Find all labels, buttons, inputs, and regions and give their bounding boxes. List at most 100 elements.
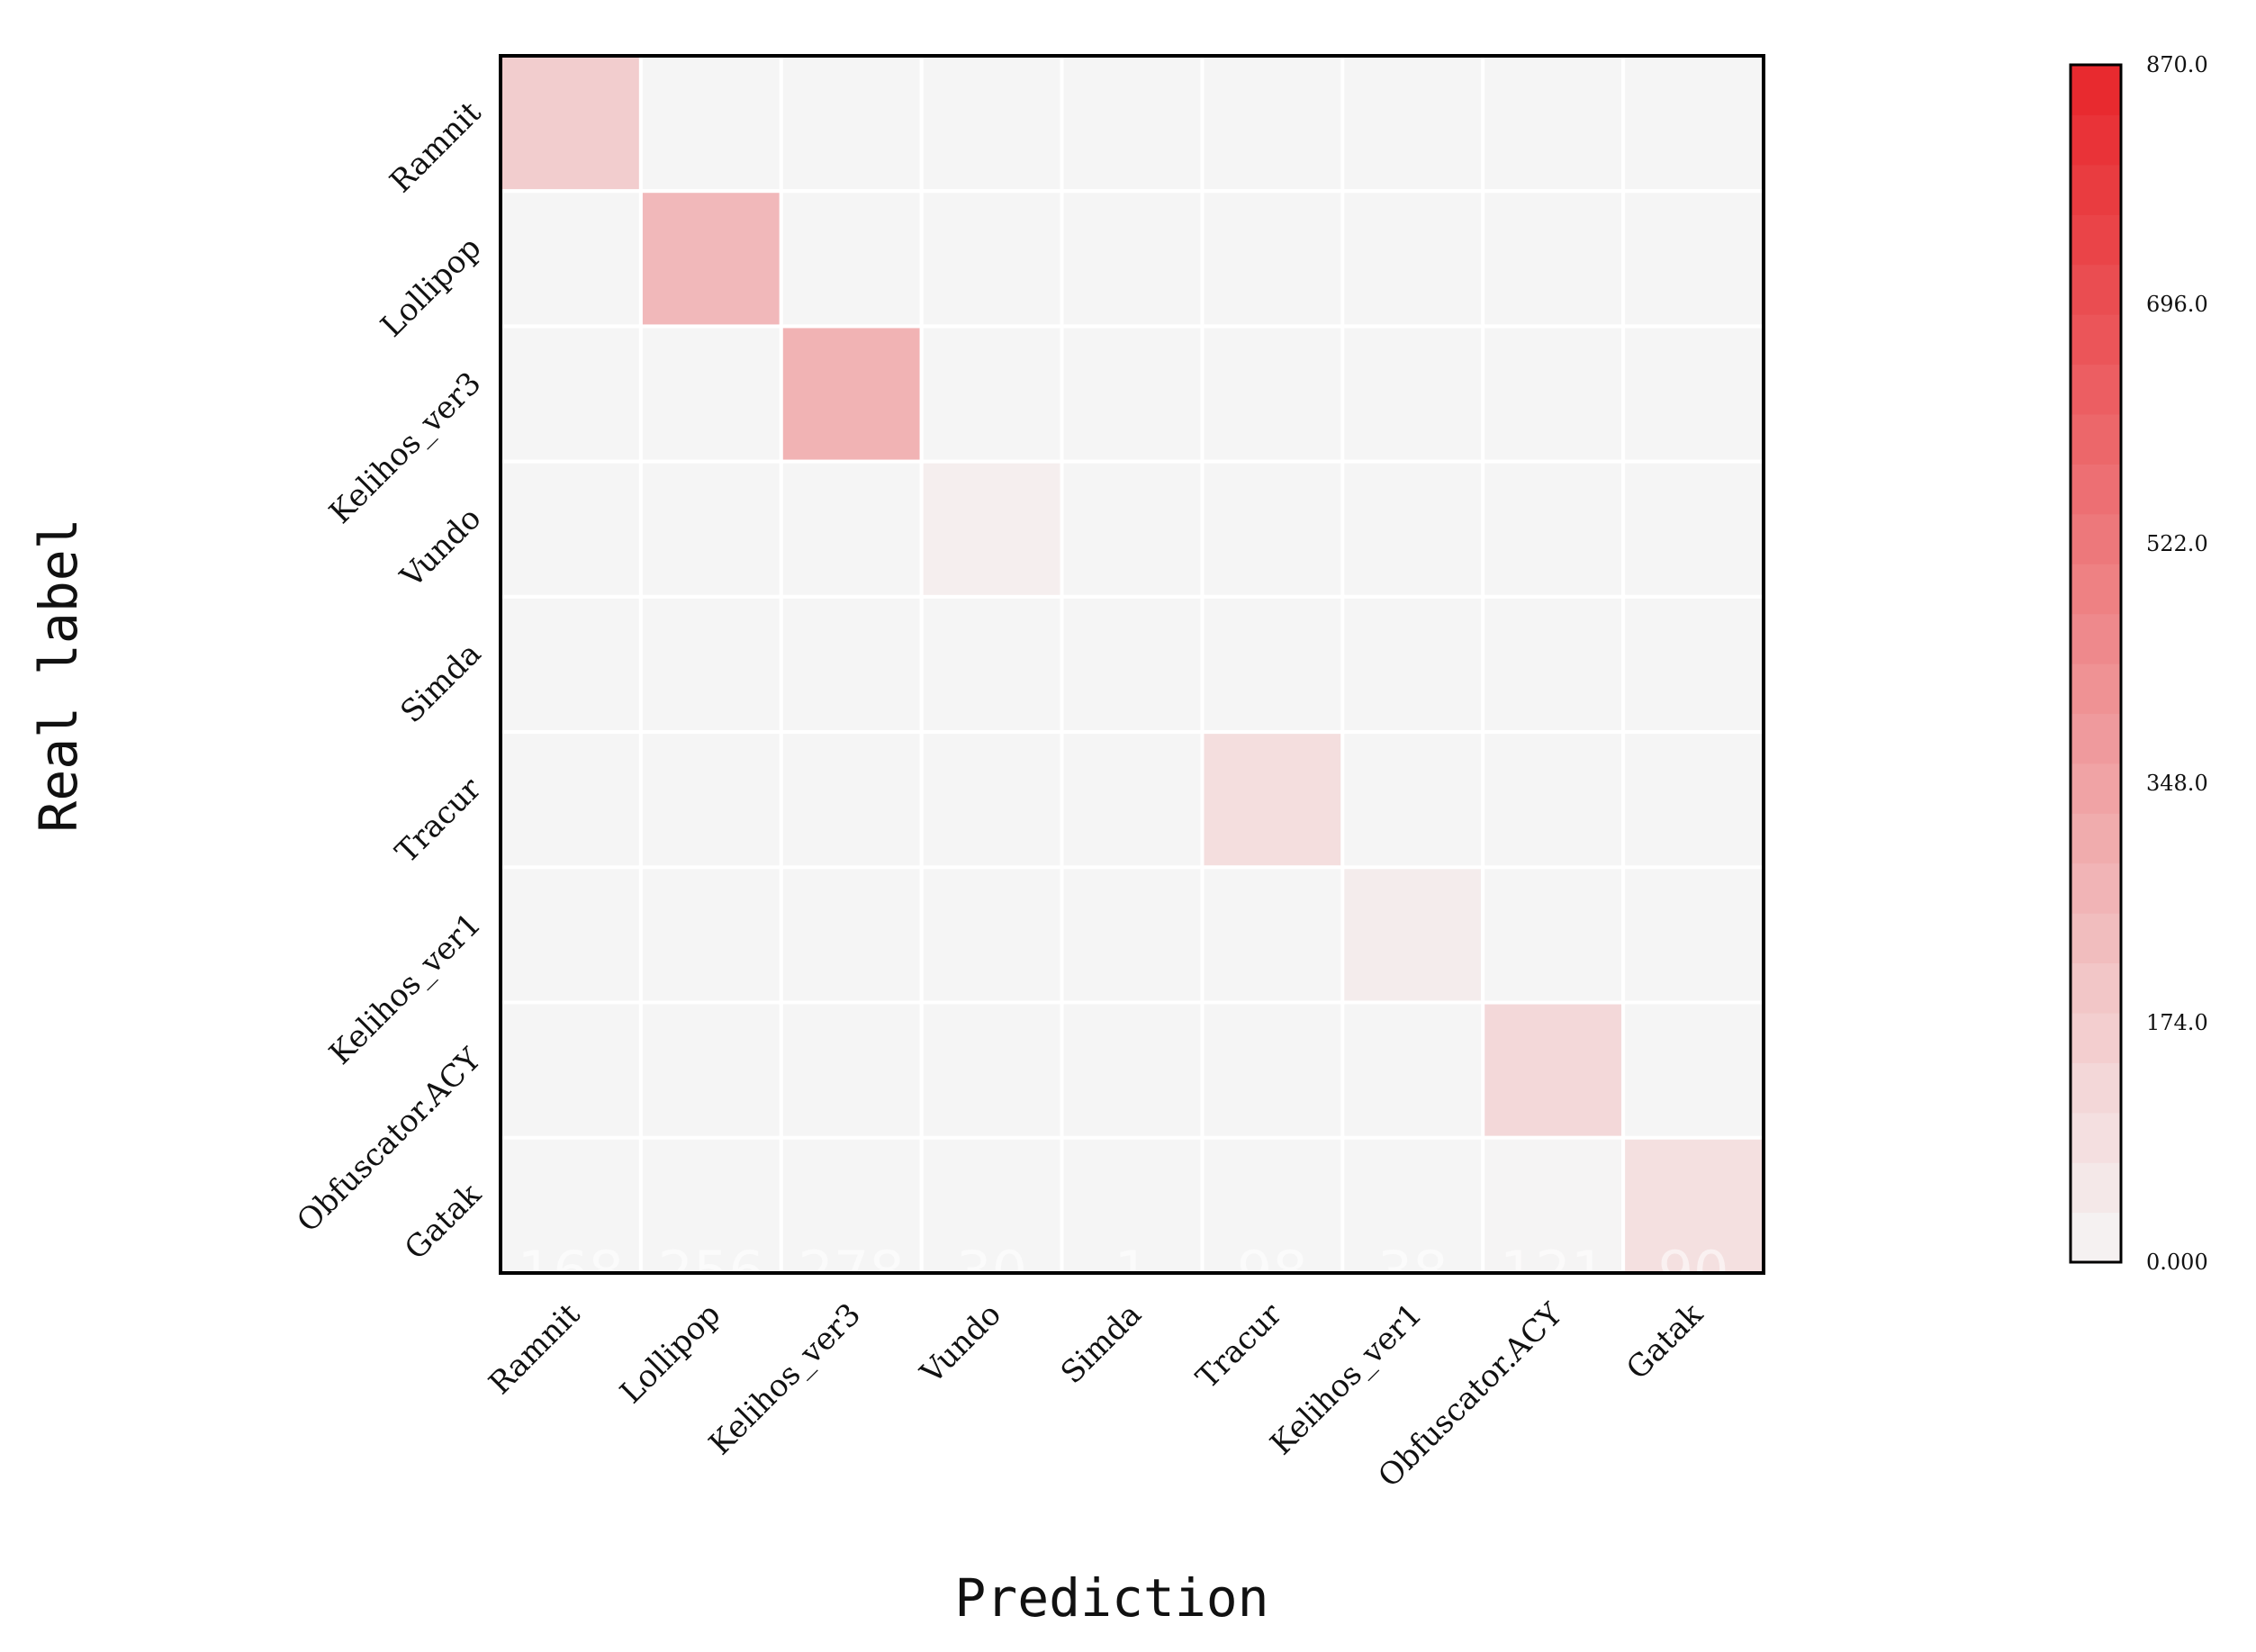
heatmap-cell	[499, 1000, 643, 1140]
heatmap-cell	[1200, 1135, 1345, 1276]
heatmap-cell	[638, 459, 783, 599]
colorbar-tick-label: 522.0	[2146, 531, 2208, 556]
heatmap-cell	[1200, 324, 1345, 464]
colorbar-tick-label: 174.0	[2146, 1010, 2208, 1035]
heatmap-cell	[638, 324, 783, 464]
plot-frame	[499, 54, 1765, 1275]
heatmap-cell	[1200, 730, 1345, 870]
heatmap-cell	[1481, 324, 1626, 464]
heatmap-cell	[1621, 1000, 1765, 1140]
x-tick-label: Lollipop	[613, 1296, 727, 1411]
heatmap-cell	[638, 1135, 783, 1276]
colorbar-segment	[2071, 613, 2121, 664]
heatmap-cell	[638, 54, 783, 194]
heatmap-cell	[919, 865, 1064, 1005]
heatmap-cell	[1481, 594, 1626, 735]
colorbar-segment	[2071, 862, 2121, 914]
heatmap-cell	[1481, 865, 1626, 1005]
heatmap-cell	[499, 730, 643, 870]
colorbar-segment	[2071, 164, 2121, 215]
colorbar-segment	[2071, 763, 2121, 814]
heatmap-cell	[1200, 865, 1345, 1005]
heatmap-cell	[1340, 54, 1485, 194]
colorbar-tick-label: 870.0	[2146, 52, 2208, 77]
heatmap-cell	[1060, 324, 1205, 464]
heatmap-cell	[1621, 730, 1765, 870]
heatmap-cells	[499, 54, 1765, 1276]
y-tick-label: Ramnit	[383, 95, 488, 200]
colorbar-frame	[2069, 63, 2123, 1264]
heatmap-cell	[1621, 459, 1765, 599]
heatmap-cell	[499, 594, 643, 735]
heatmap-cell	[1621, 189, 1765, 329]
colorbar-segment	[2071, 713, 2121, 764]
heatmap-cell	[919, 730, 1064, 870]
heatmap-cell	[638, 189, 783, 329]
heatmap-cell	[1340, 189, 1485, 329]
heatmap-cell	[1060, 594, 1205, 735]
y-tick-label: Tracur	[389, 771, 489, 871]
colorbar-segment	[2071, 1162, 2121, 1214]
heatmap-cell	[1481, 1135, 1626, 1276]
heatmap-cell	[1621, 324, 1765, 464]
colorbar-segment	[2071, 1112, 2121, 1163]
colorbar-segment	[2071, 664, 2121, 715]
heatmap-cell	[1340, 594, 1485, 735]
colorbar-tick-label: 0.000	[2146, 1250, 2208, 1275]
heatmap-cell	[1340, 459, 1485, 599]
heatmap-cell	[919, 594, 1064, 735]
heatmap-cell	[779, 730, 924, 870]
heatmap-cell	[1340, 865, 1485, 1005]
heatmap-cell	[1481, 54, 1626, 194]
colorbar-segment	[2071, 513, 2121, 564]
colorbar-segment	[2071, 1012, 2121, 1063]
colorbar-segment	[2071, 813, 2121, 864]
heatmap-cell	[1200, 1000, 1345, 1140]
heatmap-cell	[779, 1000, 924, 1140]
x-tick-label: Ramnit	[482, 1296, 587, 1402]
colorbar-segment	[2071, 413, 2121, 465]
y-axis-title: Real label	[28, 518, 89, 832]
colorbar-segment	[2071, 364, 2121, 415]
heatmap-cell	[1481, 1000, 1626, 1140]
x-tick-label: Tracur	[1189, 1296, 1289, 1396]
heatmap-cell	[919, 54, 1064, 194]
heatmap-cell	[1060, 1000, 1205, 1140]
colorbar-segment	[2071, 564, 2121, 615]
colorbar-segment	[2071, 464, 2121, 515]
heatmap-cell	[1200, 594, 1345, 735]
heatmap-cell	[1200, 189, 1345, 329]
heatmap-cell	[919, 189, 1064, 329]
heatmap-cell	[638, 730, 783, 870]
heatmap-cell	[1621, 54, 1765, 194]
y-tick-label: Vundo	[393, 501, 489, 596]
heatmap-cell	[499, 54, 643, 194]
heatmap-cell	[1060, 459, 1205, 599]
colorbar-tick-label: 696.0	[2146, 292, 2208, 317]
heatmap-cell	[1621, 594, 1765, 735]
heatmap-cell	[1200, 54, 1345, 194]
heatmap-cell	[919, 324, 1064, 464]
heatmap-cell	[779, 54, 924, 194]
heatmap-cell	[1060, 730, 1205, 870]
colorbar	[2069, 63, 2123, 1264]
heatmap-cell	[499, 189, 643, 329]
heatmap-cell	[1060, 865, 1205, 1005]
x-tick-label: Simda	[1054, 1296, 1149, 1391]
colorbar-segment	[2071, 114, 2121, 166]
heatmap-cell	[779, 189, 924, 329]
x-axis-title: Prediction	[954, 1567, 1268, 1629]
heatmap-cell	[1340, 324, 1485, 464]
heatmap-cell	[638, 594, 783, 735]
colorbar-segment	[2071, 65, 2121, 116]
heatmap-cell	[1481, 730, 1626, 870]
heatmap-cell	[1340, 730, 1485, 870]
heatmap-cell	[638, 1000, 783, 1140]
heatmap-cell	[919, 1000, 1064, 1140]
heatmap-cell	[1481, 189, 1626, 329]
heatmap-cell	[499, 324, 643, 464]
heatmap-cell	[499, 459, 643, 599]
x-tick-label: Vundo	[913, 1296, 1008, 1392]
